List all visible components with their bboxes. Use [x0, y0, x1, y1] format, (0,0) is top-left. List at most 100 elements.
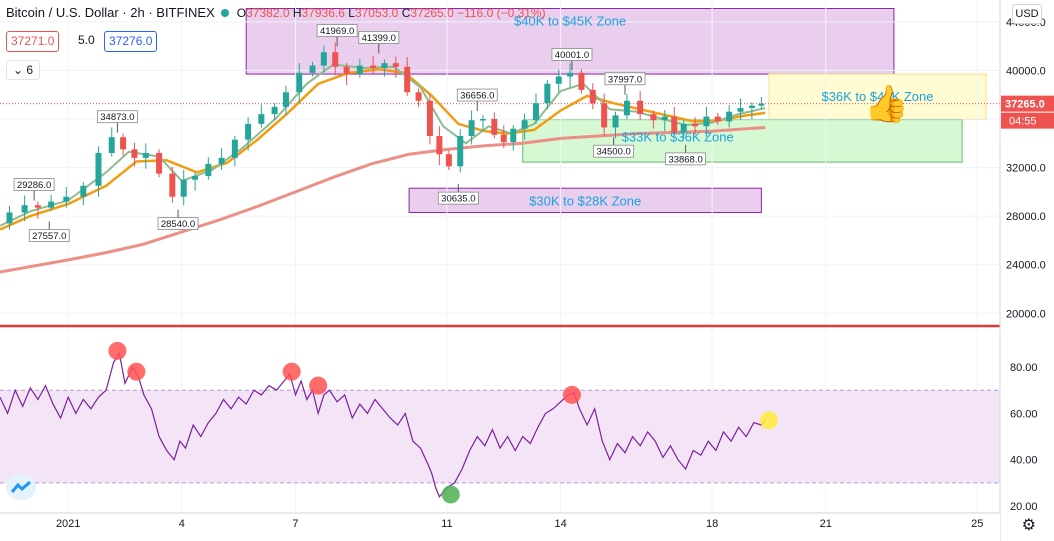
candle-body	[703, 117, 709, 127]
candle-body	[357, 66, 363, 75]
time-tick-label-4: 14	[554, 518, 566, 530]
candle-body	[567, 73, 573, 77]
candle-body	[192, 176, 198, 180]
annotation-label-2: 34873.0	[100, 112, 134, 123]
gear-icon[interactable]: ⚙	[1022, 515, 1036, 535]
ohlc-values: O37382.0 H37936.6 L37053.0 C37265.0 −116…	[237, 6, 546, 20]
candle-body	[416, 92, 422, 101]
price-tick-label-1: 24000.0	[1006, 260, 1046, 272]
candle-body	[219, 158, 225, 164]
rsi-tick-label-0: 20.00	[1010, 501, 1038, 513]
candle-body	[480, 119, 486, 121]
indicators-toggle-button[interactable]: ⌄ 6	[6, 60, 40, 80]
zone-box-2	[523, 120, 962, 163]
candle-body	[533, 103, 539, 120]
candle-body	[457, 136, 463, 166]
price-tick-label-2: 28000.0	[1006, 211, 1046, 223]
rsi-band	[0, 390, 1000, 483]
candle-body	[601, 103, 607, 127]
candle-body	[590, 90, 596, 103]
price-tick-label-3: 32000.0	[1006, 163, 1046, 175]
indicator-count: 6	[26, 63, 33, 77]
candle-body	[692, 124, 698, 126]
candle-body	[80, 186, 86, 197]
annotation-label-11: 33868.0	[668, 154, 702, 165]
candle-body	[469, 120, 475, 136]
candle-body	[662, 117, 668, 121]
rsi-tick-label-2: 60.00	[1010, 408, 1038, 420]
time-axis-bg	[0, 513, 1000, 541]
time-tick-label-5: 18	[706, 518, 718, 530]
candle-body	[624, 101, 630, 116]
candle-body	[131, 149, 137, 158]
time-tick-label-2: 7	[292, 518, 298, 530]
sell-price-button[interactable]: 37271.0	[6, 31, 59, 52]
rsi-tick-label-1: 40.00	[1010, 455, 1038, 467]
candle-body	[758, 104, 764, 106]
zone-label-3: $30K to $28K Zone	[529, 193, 641, 208]
candle-body	[637, 101, 643, 114]
thumbs-up-icon: 👍	[864, 86, 909, 122]
candle-body	[578, 73, 584, 90]
time-tick-label-1: 4	[179, 518, 185, 530]
candle-body	[22, 205, 28, 212]
candle-body	[749, 106, 755, 108]
candle-body	[370, 66, 376, 68]
candle-body	[63, 197, 69, 202]
candle-body	[258, 114, 264, 124]
candle-body	[310, 66, 316, 73]
rsi-marker-3	[309, 377, 327, 395]
candle-body	[95, 153, 101, 186]
candle-body	[296, 73, 302, 92]
time-tick-label-7: 25	[971, 518, 983, 530]
candle-body	[35, 205, 41, 207]
annotation-label-9: 37997.0	[608, 74, 642, 85]
candle-body	[556, 77, 562, 84]
candle-body	[321, 52, 327, 65]
candle-body	[272, 107, 278, 114]
candle-body	[522, 120, 528, 129]
price-tick-label-5: 40000.0	[1006, 65, 1046, 77]
rsi-marker-6	[760, 411, 778, 429]
annotation-label-4: 41969.0	[320, 26, 354, 37]
rsi-marker-5	[563, 386, 581, 404]
annotation-label-3: 28540.0	[161, 219, 195, 230]
candle-body	[381, 63, 387, 68]
candle-body	[169, 174, 175, 197]
annotation-label-1: 27557.0	[32, 231, 66, 242]
annotation-label-7: 30635.0	[441, 194, 475, 205]
candle-body	[109, 137, 115, 153]
rsi-marker-1	[127, 363, 145, 381]
market-open-icon	[221, 9, 229, 17]
buy-price-button[interactable]: 37276.0	[104, 31, 157, 52]
candle-body	[181, 180, 187, 197]
candle-body	[48, 202, 54, 208]
candle-body	[491, 119, 497, 135]
candle-body	[344, 67, 350, 74]
price-tag-value: 37265.0	[1005, 99, 1045, 111]
candle-body	[510, 129, 516, 142]
time-tick-label-0: 2021	[56, 518, 80, 530]
price-tick-label-0: 20000.0	[1006, 308, 1046, 320]
candle-body	[245, 124, 251, 140]
spread-value: 5.0	[74, 31, 99, 52]
rsi-marker-0	[108, 342, 126, 360]
annotation-label-10: 34500.0	[596, 147, 630, 158]
candle-body	[232, 140, 238, 158]
candle-body	[120, 137, 126, 149]
tradingview-logo-graphic	[6, 474, 36, 500]
annotation-label-8: 40001.0	[555, 50, 589, 61]
rsi-marker-2	[283, 363, 301, 381]
candle-body	[393, 63, 399, 67]
symbol-title[interactable]: Bitcoin / U.S. Dollar · 2h · BITFINEX	[6, 5, 215, 20]
annotation-label-6: 36656.0	[460, 91, 494, 102]
tradingview-logo-icon[interactable]	[6, 474, 36, 500]
currency-button[interactable]: USD	[1012, 4, 1042, 24]
candle-body	[283, 92, 289, 107]
time-tick-label-3: 11	[441, 518, 452, 530]
chart-header: Bitcoin / U.S. Dollar · 2h · BITFINEX O37…	[6, 5, 546, 20]
candle-body	[738, 108, 744, 112]
candle-body	[6, 213, 12, 224]
candle-body	[332, 52, 338, 67]
